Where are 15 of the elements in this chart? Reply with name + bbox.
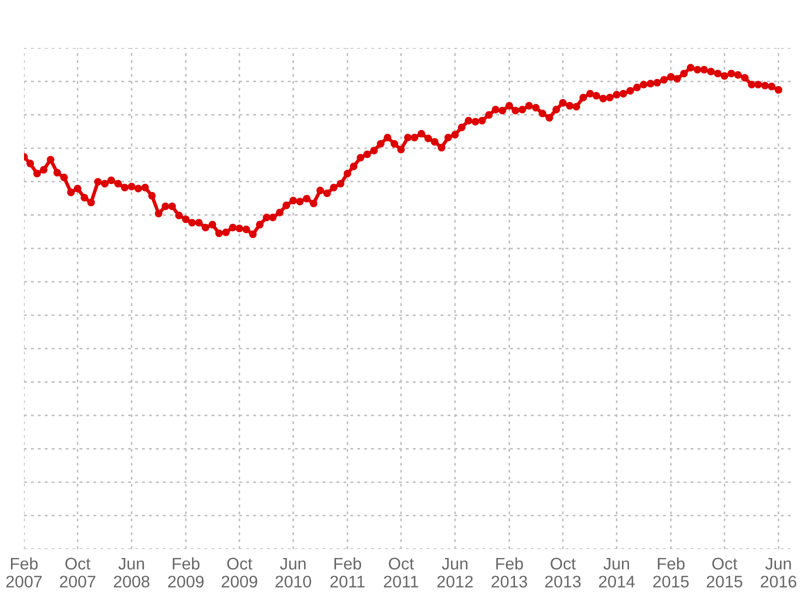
x-tick-label: Oct 2007 — [60, 558, 96, 588]
x-tick-label: Jun 2014 — [598, 558, 635, 588]
x-tick-label: Oct 2011 — [384, 558, 418, 588]
x-tick-label: Oct 2015 — [706, 558, 742, 588]
x-tick-label: Feb 2015 — [653, 557, 689, 588]
x-tick-label: Feb 2013 — [492, 557, 528, 588]
x-tick-label: Jun 2016 — [760, 558, 796, 588]
x-tick-label: Oct 2013 — [545, 558, 581, 588]
x-tick-label: Jun 2010 — [276, 558, 312, 588]
x-tick-label: Jun 2012 — [437, 558, 473, 588]
x-tick-label: Oct 2009 — [222, 558, 258, 588]
x-tick-label: Feb 2011 — [330, 557, 365, 588]
x-tick-label: Jun 2008 — [114, 558, 150, 588]
x-tick-label: Feb 2007 — [6, 557, 42, 588]
x-tick-label: Feb 2009 — [168, 557, 204, 588]
